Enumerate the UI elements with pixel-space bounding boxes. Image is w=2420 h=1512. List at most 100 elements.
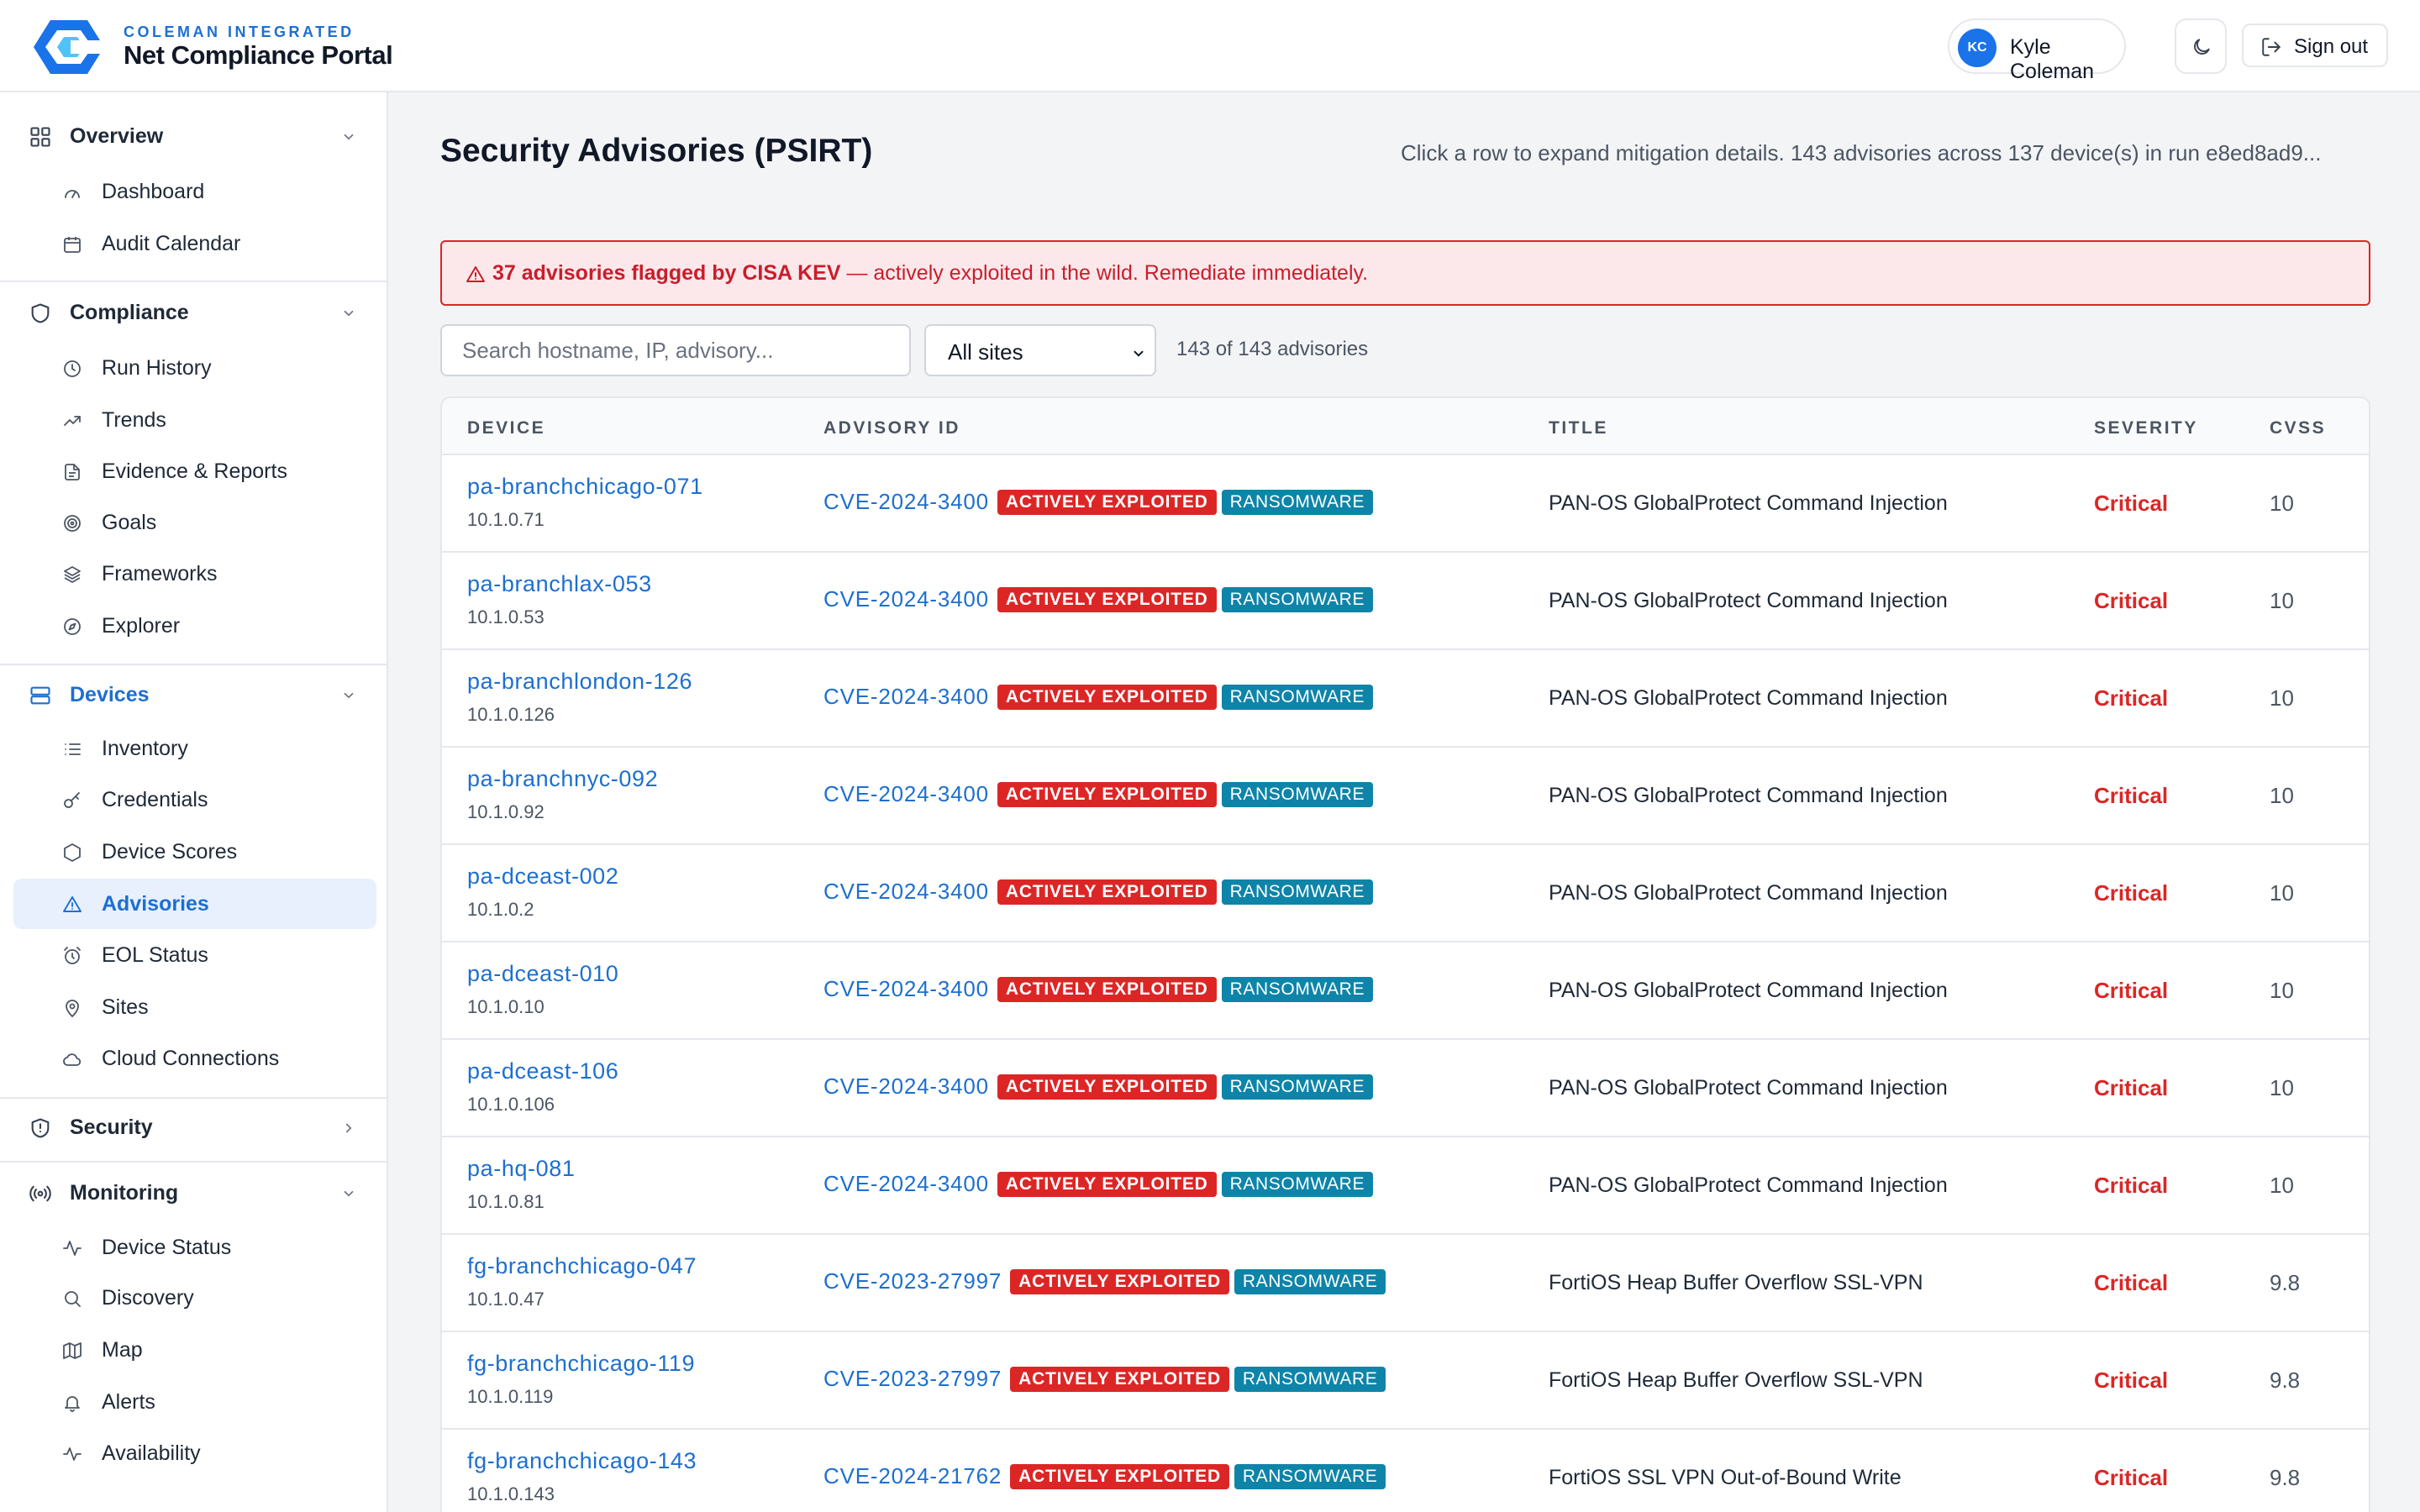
device-ip: 10.1.0.119 [467, 1386, 554, 1407]
table-row[interactable]: pa-dceast-010 10.1.0.10 CVE-2024-3400 ACTIV… [442, 942, 2369, 1040]
sidebar-item-label: Explorer [102, 614, 181, 638]
sidebar-item-device-scores[interactable]: Device Scores [13, 827, 376, 877]
device-hostname-link[interactable]: pa-branchnyc-092 [467, 766, 659, 791]
column-header-cvss[interactable]: CVSS [2270, 418, 2327, 438]
column-header-device[interactable]: DEVICE [467, 418, 546, 438]
sidebar-item-label: Dashboard [102, 180, 205, 203]
device-hostname-link[interactable]: pa-hq-081 [467, 1156, 576, 1181]
sidebar-item-discovery[interactable]: Discovery [13, 1273, 376, 1323]
sidebar-section-monitoring[interactable]: Monitoring [0, 1168, 387, 1218]
sidebar-item-explorer[interactable]: Explorer [13, 601, 376, 651]
table-row[interactable]: fg-branchchicago-047 10.1.0.47 CVE-2023-27… [442, 1235, 2369, 1332]
user-menu-button[interactable]: KC Kyle Coleman [1948, 18, 2126, 83]
cvss-score: 10 [2270, 491, 2294, 516]
sidebar-item-availability[interactable]: Availability [13, 1428, 376, 1478]
sign-out-button[interactable]: Sign out [2242, 24, 2388, 67]
sidebar-section-security[interactable]: Security [0, 1102, 387, 1152]
table-row[interactable]: pa-branchlax-053 10.1.0.53 CVE-2024-3400 AC… [442, 553, 2369, 650]
table-row[interactable]: pa-dceast-106 10.1.0.106 CVE-2024-3400 ACTI… [442, 1040, 2369, 1137]
sidebar-item-label: Trends [102, 408, 166, 432]
device-hostname-link[interactable]: pa-dceast-002 [467, 864, 619, 889]
advisory-id-link[interactable]: CVE-2024-3400 [823, 1171, 989, 1196]
sidebar-section-overview[interactable]: Overview [0, 111, 387, 161]
sidebar-item-trends[interactable]: Trends [13, 395, 376, 445]
column-header-advisory-id[interactable]: ADVISORY ID [823, 418, 960, 438]
device-hostname-link[interactable]: pa-dceast-106 [467, 1058, 619, 1084]
sidebar-item-run-history[interactable]: Run History [13, 343, 376, 393]
table-header: DEVICE ADVISORY ID TITLE SEVERITY CVSS [442, 398, 2369, 455]
table-row[interactable]: pa-branchlondon-126 10.1.0.126 CVE-2024-34… [442, 650, 2369, 748]
table-row[interactable]: pa-hq-081 10.1.0.81 CVE-2024-3400 ACTIVELY … [442, 1137, 2369, 1235]
company-name: COLEMAN INTEGRATED [124, 24, 355, 40]
device-hostname-link[interactable]: fg-branchchicago-119 [467, 1351, 696, 1376]
table-row[interactable]: fg-branchchicago-143 10.1.0.143 CVE-2024-2… [442, 1430, 2369, 1512]
advisory-id-link[interactable]: CVE-2024-21762 [823, 1463, 1002, 1488]
advisory-id-link[interactable]: CVE-2024-3400 [823, 684, 989, 709]
sidebar-item-advisories[interactable]: Advisories [13, 879, 376, 929]
cvss-score: 10 [2270, 978, 2294, 1003]
sidebar-item-map[interactable]: Map [13, 1325, 376, 1375]
advisory-cell: CVE-2023-27997 ACTIVELY EXPLOITED RANSOMWA… [823, 1268, 1386, 1297]
page-description: Click a row to expand mitigation details… [1401, 140, 2322, 165]
table-row[interactable]: fg-branchchicago-119 10.1.0.119 CVE-2023-2… [442, 1332, 2369, 1430]
avatar: KC [1958, 29, 1996, 67]
advisory-id-link[interactable]: CVE-2024-3400 [823, 586, 989, 612]
advisory-id-link[interactable]: CVE-2023-27997 [823, 1366, 1002, 1391]
cvss-score: 10 [2270, 1075, 2294, 1100]
severity-value: Critical [2094, 1075, 2169, 1100]
advisory-title: PAN-OS GlobalProtect Command Injection [1549, 784, 1948, 807]
radio-signal-icon [29, 1185, 51, 1202]
device-hostname-link[interactable]: pa-branchlondon-126 [467, 669, 693, 694]
site-filter-select[interactable]: All sites [924, 324, 1156, 376]
sidebar-item-label: Alerts [102, 1390, 155, 1414]
table-row[interactable]: pa-branchnyc-092 10.1.0.92 CVE-2024-3400 AC… [442, 748, 2369, 845]
device-hostname-link[interactable]: fg-branchchicago-047 [467, 1253, 697, 1278]
chevron-down-icon [344, 692, 354, 699]
sidebar-item-credentials[interactable]: Credentials [13, 774, 376, 825]
gauge-icon [65, 190, 80, 198]
table-row[interactable]: pa-branchchicago-071 10.1.0.71 CVE-2024-34… [442, 455, 2369, 553]
sidebar-item-frameworks[interactable]: Frameworks [13, 549, 376, 599]
advisory-id-link[interactable]: CVE-2024-3400 [823, 489, 989, 514]
sidebar-item-evidence-reports[interactable]: Evidence & Reports [13, 446, 376, 496]
table-row[interactable]: pa-dceast-002 10.1.0.2 CVE-2024-3400 ACTIVE… [442, 845, 2369, 942]
sidebar-section-compliance[interactable]: Compliance [0, 287, 387, 338]
sidebar-item-dashboard[interactable]: Dashboard [13, 166, 376, 217]
advisory-id-link[interactable]: CVE-2024-3400 [823, 976, 989, 1001]
sidebar-item-label: Advisories [102, 892, 209, 916]
calendar-icon [64, 237, 81, 253]
column-header-title[interactable]: TITLE [1549, 418, 1608, 438]
device-hostname-link[interactable]: pa-branchlax-053 [467, 571, 652, 596]
advisory-id-link[interactable]: CVE-2024-3400 [823, 1074, 989, 1099]
advisory-cell: CVE-2024-3400 ACTIVELY EXPLOITED RANSOMWAR… [823, 879, 1374, 907]
advisory-id-link[interactable]: CVE-2023-27997 [823, 1268, 1002, 1294]
device-hostname-link[interactable]: pa-dceast-010 [467, 961, 619, 986]
cvss-score: 10 [2270, 685, 2294, 711]
advisory-cell: CVE-2024-21762 ACTIVELY EXPLOITED RANSOMWA… [823, 1463, 1386, 1492]
ransomware-badge: RANSOMWARE [1234, 1268, 1386, 1294]
sidebar-section-devices[interactable]: Devices [0, 669, 387, 720]
sidebar-item-inventory[interactable]: Inventory [13, 723, 376, 774]
advisory-id-link[interactable]: CVE-2024-3400 [823, 879, 989, 904]
sidebar-item-label: Availability [102, 1441, 201, 1465]
device-hostname-link[interactable]: fg-branchchicago-143 [467, 1448, 697, 1473]
search-input[interactable] [440, 324, 911, 376]
file-text-icon [65, 464, 80, 480]
ransomware-badge: RANSOMWARE [1221, 1074, 1374, 1100]
advisory-title: PAN-OS GlobalProtect Command Injection [1549, 1173, 1948, 1197]
sidebar-item-audit-calendar[interactable]: Audit Calendar [13, 218, 376, 269]
sidebar-item-device-status[interactable]: Device Status [13, 1222, 376, 1273]
sidebar-item-eol-status[interactable]: EOL Status [13, 930, 376, 980]
sidebar-item-sites[interactable]: Sites [13, 982, 376, 1032]
actively-exploited-badge: ACTIVELY EXPLOITED [1010, 1366, 1229, 1392]
theme-toggle-button[interactable] [2175, 18, 2227, 74]
device-ip: 10.1.0.106 [467, 1094, 555, 1115]
sidebar-item-alerts[interactable]: Alerts [13, 1377, 376, 1427]
column-header-severity[interactable]: SEVERITY [2094, 418, 2198, 438]
list-icon [65, 743, 81, 755]
sidebar-item-goals[interactable]: Goals [13, 497, 376, 548]
device-hostname-link[interactable]: pa-branchchicago-071 [467, 474, 703, 499]
sidebar-item-cloud-connections[interactable]: Cloud Connections [13, 1033, 376, 1084]
advisory-id-link[interactable]: CVE-2024-3400 [823, 781, 989, 806]
chevron-down-icon [344, 134, 354, 140]
